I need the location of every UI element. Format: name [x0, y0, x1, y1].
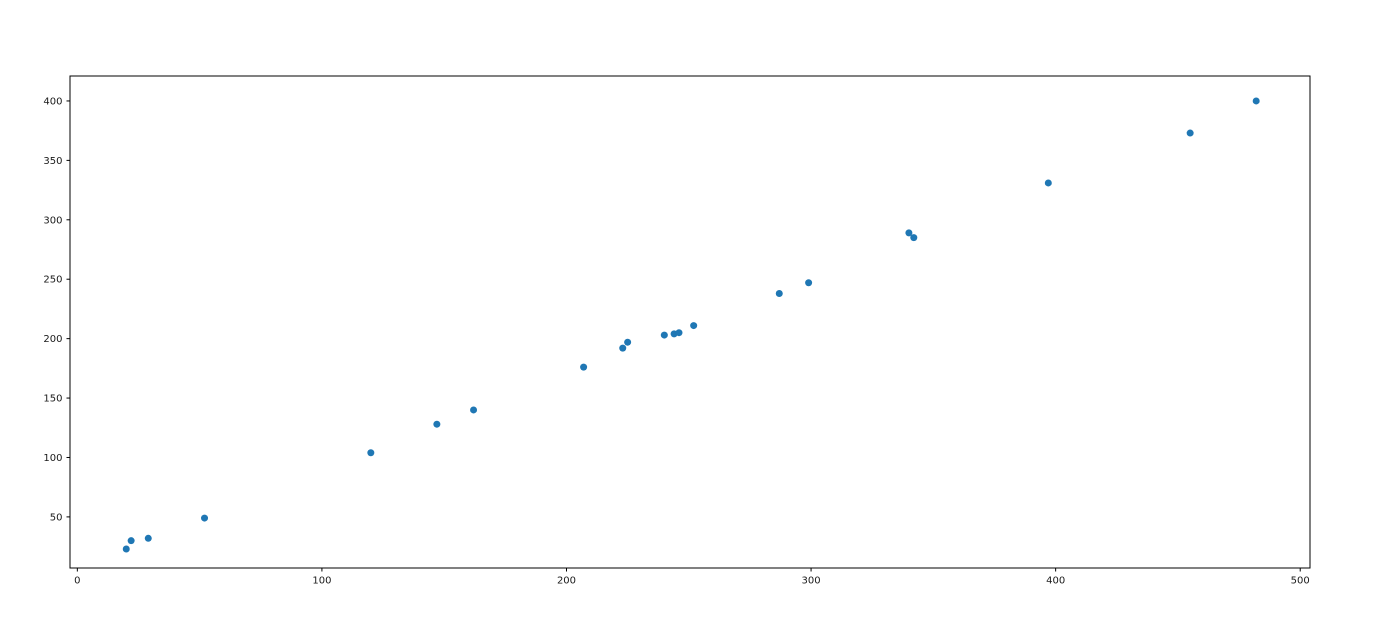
y-tick-label: 50 — [50, 512, 63, 523]
data-point — [690, 322, 698, 330]
y-tick-label: 400 — [43, 96, 62, 107]
data-point — [1252, 97, 1260, 105]
data-point — [201, 514, 209, 522]
data-point — [580, 363, 588, 371]
y-tick-label: 150 — [43, 394, 62, 405]
data-point — [367, 449, 375, 457]
data-point — [122, 545, 130, 553]
data-point — [660, 331, 668, 339]
data-point — [905, 229, 913, 237]
x-tick-label: 500 — [1291, 576, 1310, 587]
data-point — [624, 338, 632, 346]
x-tick-label: 0 — [74, 576, 80, 587]
data-point — [144, 534, 152, 542]
data-point — [619, 344, 627, 352]
data-point — [1044, 179, 1052, 187]
data-point — [433, 420, 441, 428]
x-tick-label: 200 — [557, 576, 576, 587]
data-point — [675, 329, 683, 337]
x-tick-label: 400 — [1046, 576, 1065, 587]
y-tick-label: 250 — [43, 275, 62, 286]
data-point — [910, 234, 918, 242]
x-tick-label: 100 — [312, 576, 331, 587]
data-point — [127, 537, 135, 545]
y-tick-label: 200 — [43, 334, 62, 345]
data-point — [805, 279, 813, 287]
y-tick-label: 100 — [43, 453, 62, 464]
data-point — [470, 406, 478, 414]
data-point — [775, 289, 783, 297]
y-tick-label: 300 — [43, 215, 62, 226]
plot-area-border — [69, 75, 1311, 569]
x-tick-label: 300 — [802, 576, 821, 587]
y-tick-label: 350 — [43, 156, 62, 167]
data-point — [1186, 129, 1194, 137]
